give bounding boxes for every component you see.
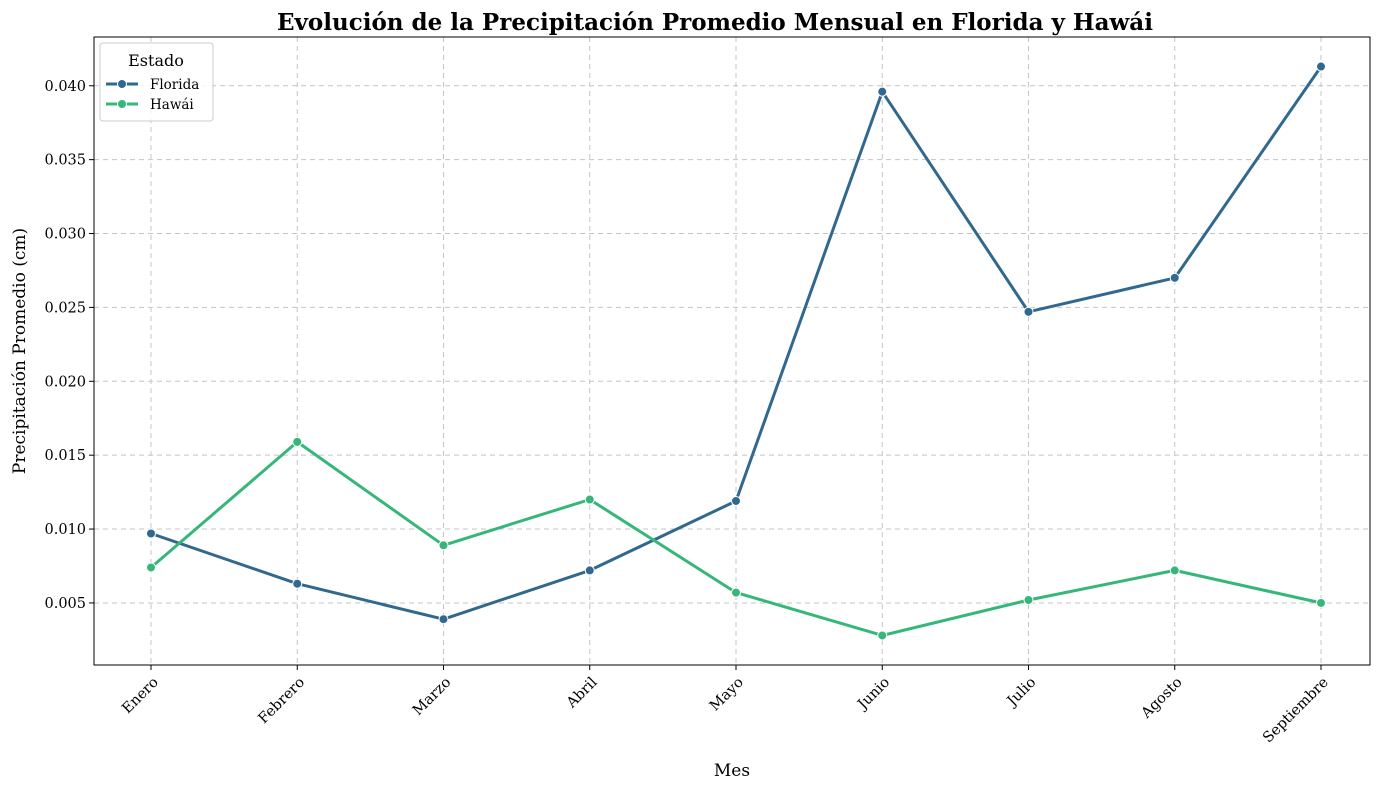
y-axis-label: Precipitación Promedio (cm): [10, 228, 30, 474]
legend-title: Estado: [128, 51, 184, 70]
data-point: [292, 578, 303, 589]
data-point: [584, 565, 595, 576]
data-point: [877, 630, 888, 641]
data-point: [1169, 272, 1180, 283]
y-tick-label: 0.015: [44, 448, 86, 464]
data-point: [438, 614, 449, 625]
data-point: [146, 528, 156, 539]
x-tick-label: Febrero: [256, 675, 309, 728]
series-layer: [146, 61, 1326, 641]
x-tick-label: Julio: [1003, 675, 1039, 711]
y-tick-label: 0.025: [44, 300, 86, 316]
data-point: [1023, 594, 1034, 605]
data-point: [1316, 597, 1326, 608]
plot-frame: [93, 36, 1371, 666]
y-tick-label: 0.035: [44, 153, 86, 169]
x-tick-label: Marzo: [410, 675, 454, 719]
data-point: [731, 495, 741, 506]
legend-box: [99, 42, 214, 122]
data-point: [1316, 61, 1326, 72]
y-axis: 0.005 0.010 0.015 0.020 0.025 0.030 0.035 0.040: [44, 79, 94, 612]
y-tick-label: 0.010: [44, 522, 86, 538]
data-point: [1023, 306, 1034, 317]
x-tick-label: Junio: [854, 675, 893, 714]
data-point: [438, 540, 449, 551]
legend-entries: Florida Hawái: [106, 77, 199, 113]
y-tick-label: 0.005: [44, 596, 86, 612]
x-tick-label: Enero: [119, 675, 162, 718]
data-point: [584, 494, 595, 505]
y-tick-label: 0.030: [44, 227, 86, 243]
x-tick-label: Abril: [563, 674, 601, 712]
data-point: [146, 562, 156, 573]
y-tick-label: 0.020: [44, 374, 86, 390]
legend-label: Florida: [150, 77, 199, 93]
data-point: [731, 587, 741, 598]
x-tick-label: Agosto: [1138, 675, 1186, 723]
legend-marker: [117, 99, 127, 109]
legend: Estado Florida Hawái: [99, 42, 214, 122]
y-tick-label: 0.040: [44, 79, 86, 95]
x-axis: Enero Febrero Marzo Abril Mayo Junio Julio Agos…: [119, 665, 1332, 746]
chart-title: Evolución de la Precipitación Promedio M…: [277, 9, 1153, 36]
data-point: [877, 86, 888, 97]
x-tick-label: Mayo: [707, 675, 747, 715]
data-point: [292, 436, 303, 447]
x-tick-label: Septiembre: [1260, 675, 1332, 747]
legend-marker: [117, 79, 127, 89]
legend-label: Hawái: [150, 97, 194, 113]
x-axis-label: Mes: [714, 761, 750, 781]
data-point: [1169, 565, 1180, 576]
grid: [94, 37, 1370, 665]
